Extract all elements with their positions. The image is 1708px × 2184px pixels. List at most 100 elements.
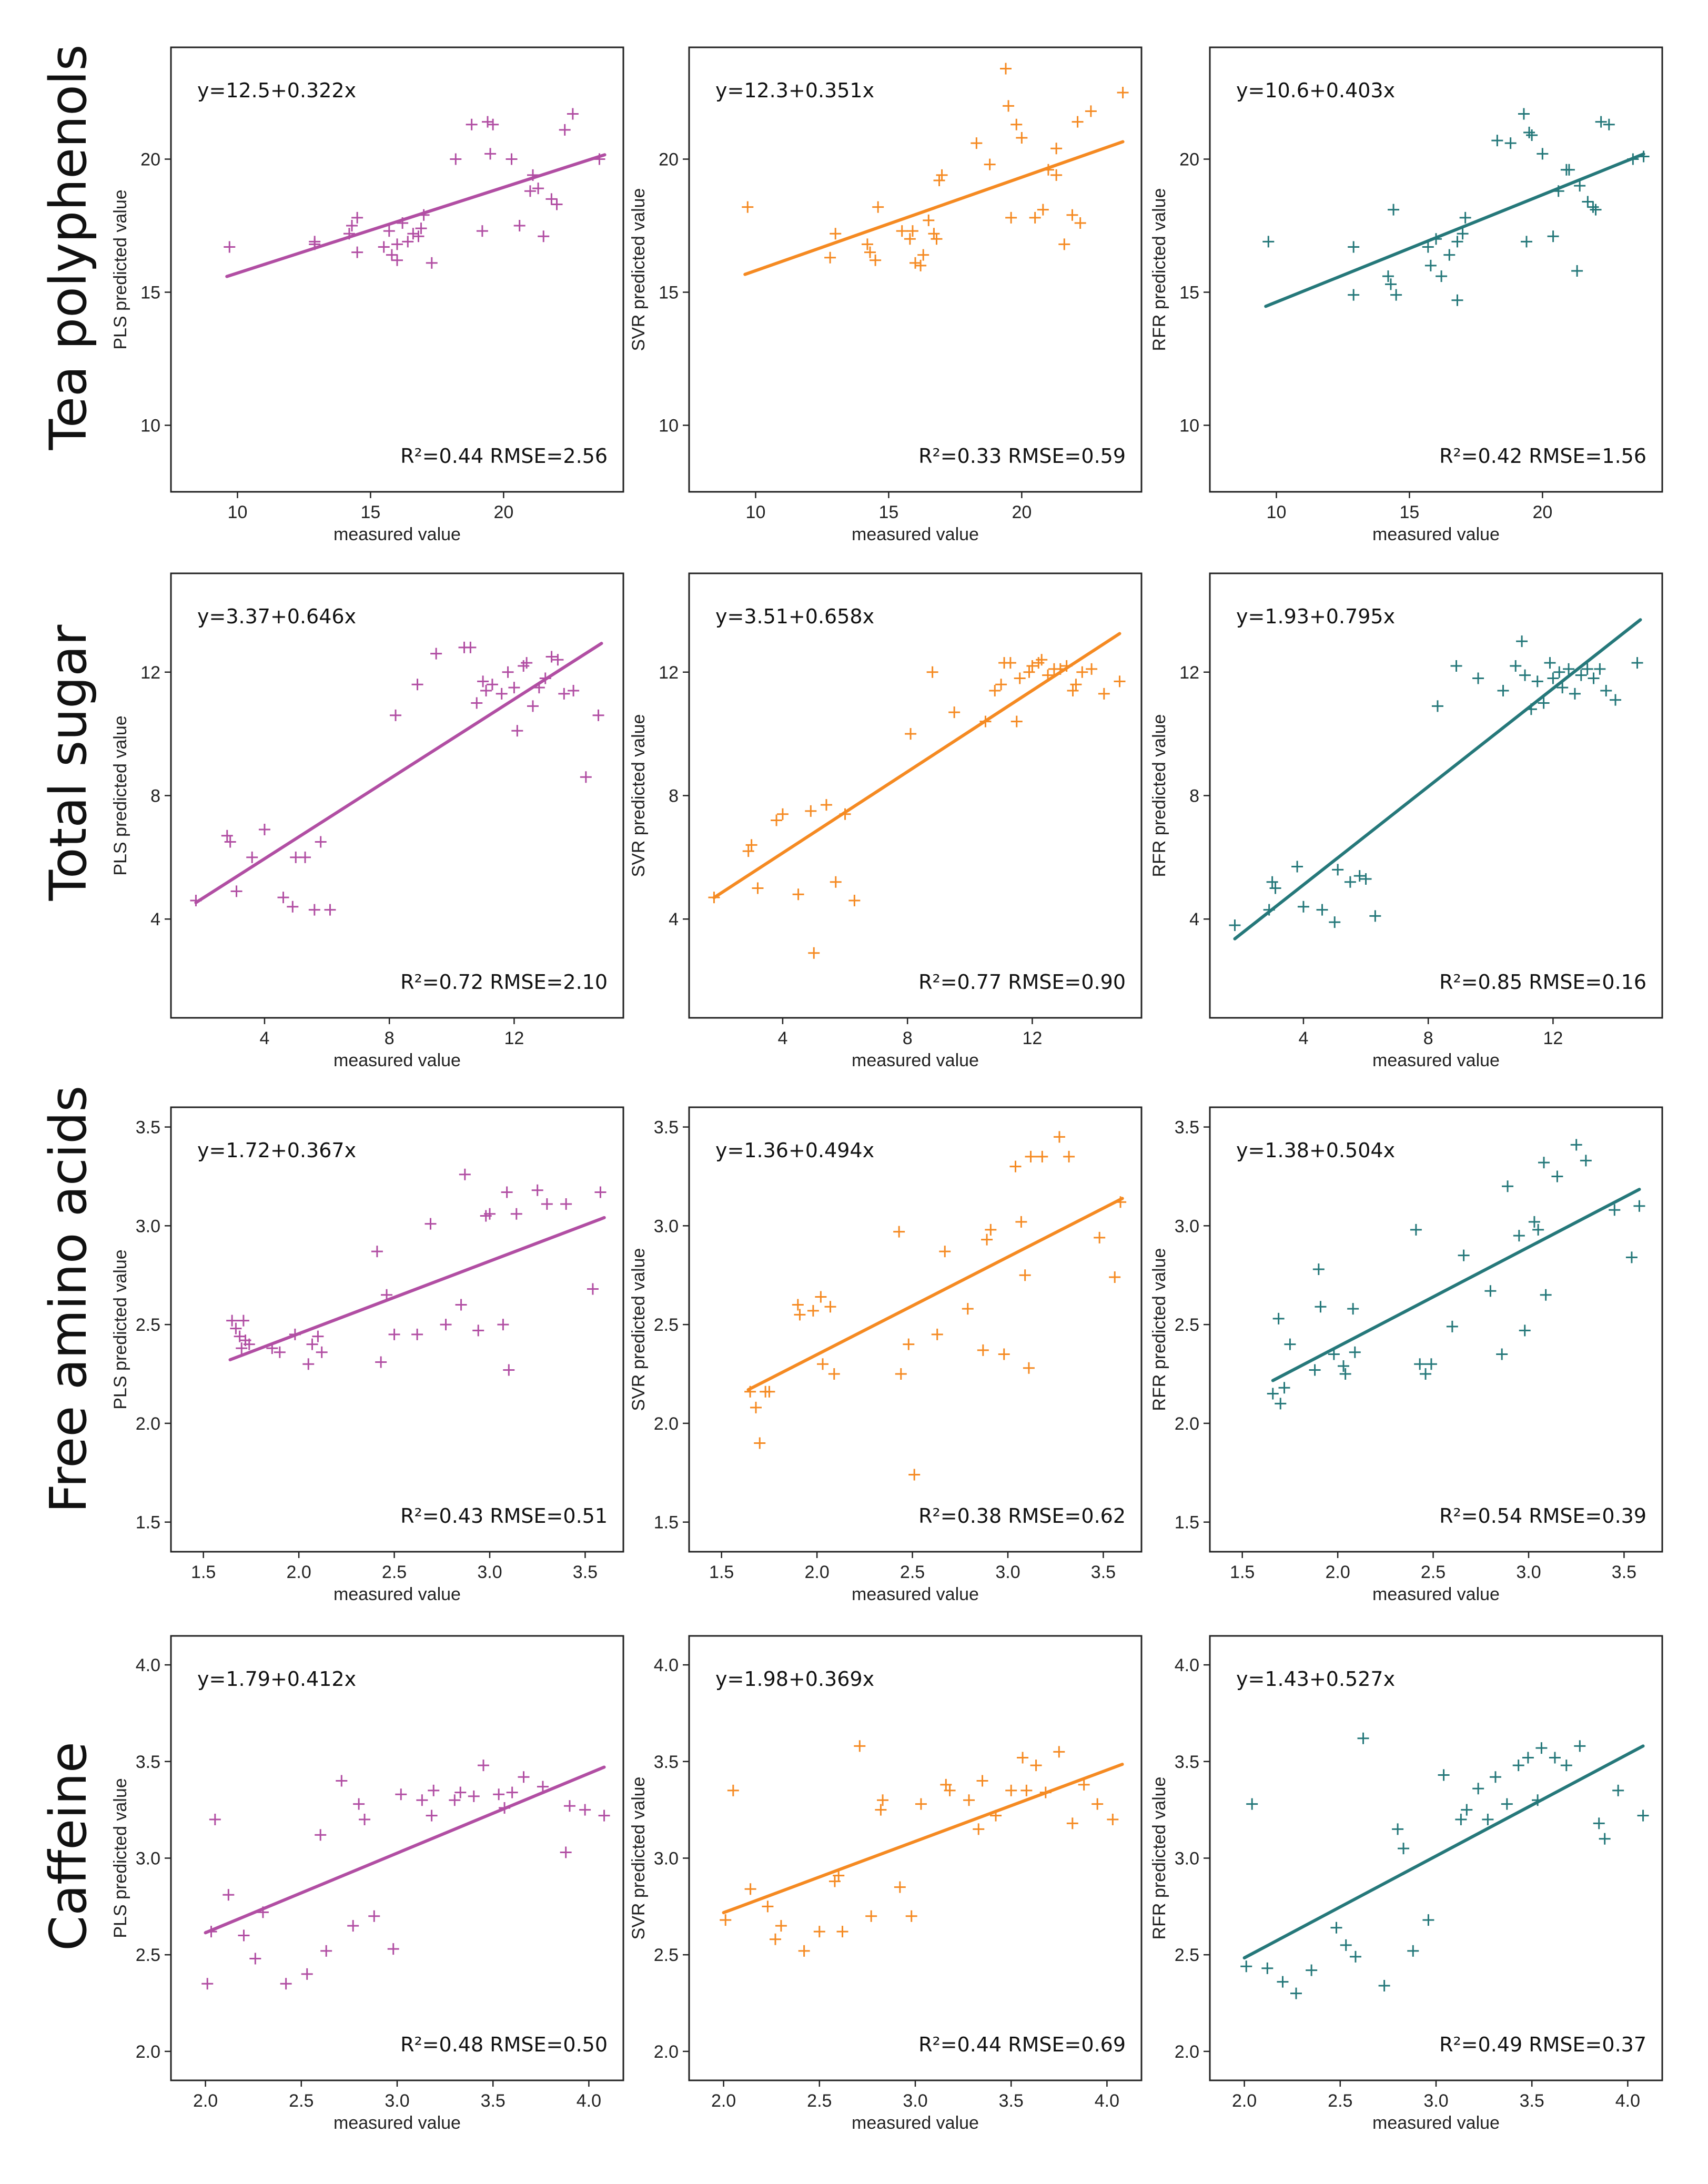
chart-total-sugar-rfr-point	[1316, 904, 1328, 916]
chart-caffeine-svr-xlabel: measured value	[852, 2113, 979, 2133]
chart-caffeine-svr-point	[976, 1775, 988, 1787]
chart-caffeine-pls-point	[238, 1929, 250, 1942]
chart-total-sugar-svr-point	[989, 684, 1001, 696]
chart-tea-polyphenols-rfr-point	[1504, 137, 1517, 149]
chart-total-sugar-svr-x-tick-label: 8	[903, 1028, 913, 1048]
chart-total-sugar-rfr-x-tick-label: 12	[1543, 1028, 1563, 1048]
chart-caffeine-svr-y-tick-label: 3.0	[654, 1849, 679, 1869]
chart-free-amino-acids-svr: 1.5 2.0 2.5 3.0 3.5 1.5 2.0 2.5 3.0 3.5 measured v…	[629, 1106, 1143, 1604]
chart-free-amino-acids-svr-point	[1094, 1231, 1106, 1243]
chart-free-amino-acids-pls-point	[459, 1168, 471, 1180]
chart-caffeine-pls-point	[563, 1800, 575, 1812]
chart-tea-polyphenols-svr-point	[904, 233, 916, 245]
chart-total-sugar-pls-point	[477, 675, 489, 687]
chart-free-amino-acids-svr-point	[977, 1344, 989, 1356]
chart-total-sugar-svr-point	[1004, 657, 1016, 669]
chart-free-amino-acids-rfr-point	[1502, 1180, 1514, 1192]
chart-free-amino-acids-pls-point	[501, 1186, 513, 1198]
chart-free-amino-acids-rfr-point	[1513, 1230, 1525, 1242]
chart-caffeine-rfr-point	[1612, 1784, 1624, 1796]
chart-total-sugar-rfr-point	[1344, 876, 1356, 888]
chart-total-sugar-svr-equation: y=3.51+0.658x	[715, 605, 874, 628]
chart-tea-polyphenols-svr-point	[870, 254, 882, 266]
chart-tea-polyphenols-svr-point	[824, 251, 836, 264]
chart-caffeine-svr-point	[1020, 1784, 1033, 1796]
chart-caffeine-svr-point	[894, 1881, 906, 1893]
chart-caffeine-rfr-point	[1599, 1833, 1611, 1845]
chart-free-amino-acids-rfr-point	[1425, 1358, 1437, 1370]
chart-free-amino-acids-svr-point	[792, 1299, 804, 1311]
chart-caffeine-svr-x-tick-label: 2.5	[807, 2091, 832, 2111]
chart-total-sugar-svr-point	[805, 805, 817, 817]
chart-free-amino-acids-rfr-point	[1309, 1364, 1321, 1376]
chart-tea-polyphenols-svr-point	[1010, 118, 1023, 130]
chart-free-amino-acids-pls-point	[243, 1338, 255, 1350]
chart-tea-polyphenols-pls-point	[402, 236, 414, 248]
chart-tea-polyphenols-pls-point	[450, 153, 462, 165]
chart-free-amino-acids-svr-point	[828, 1368, 840, 1380]
chart-caffeine-pls-point	[416, 1794, 428, 1806]
chart-tea-polyphenols-rfr-point	[1348, 241, 1360, 253]
chart-tea-polyphenols-rfr-point	[1443, 249, 1456, 261]
chart-caffeine-svr-point	[1005, 1784, 1017, 1796]
chart-total-sugar-rfr-point	[1531, 675, 1543, 687]
chart-free-amino-acids-svr-y-tick-label: 2.0	[654, 1414, 679, 1434]
chart-tea-polyphenols-pls-point	[309, 238, 321, 250]
chart-caffeine-svr-fit-line	[722, 1763, 1124, 1915]
chart-caffeine-pls-point	[518, 1771, 530, 1783]
chart-free-amino-acids-pls-point	[371, 1246, 383, 1258]
chart-caffeine-pls-frame	[170, 1635, 624, 2081]
chart-total-sugar-pls-x-tick-label: 8	[385, 1028, 395, 1048]
chart-tea-polyphenols-rfr-point	[1638, 150, 1650, 163]
chart-caffeine-svr-point	[877, 1794, 889, 1806]
chart-total-sugar-rfr-point	[1594, 663, 1606, 675]
chart-caffeine-rfr-point	[1574, 1740, 1586, 1752]
chart-caffeine-rfr-x-tick-label: 3.5	[1520, 2091, 1544, 2111]
chart-tea-polyphenols-pls-metrics: R²=0.44 RMSE=2.56	[400, 444, 608, 468]
chart-tea-polyphenols-svr-xlabel: measured value	[852, 524, 979, 544]
chart-total-sugar-svr-point	[979, 715, 992, 727]
chart-total-sugar-pls-point	[224, 836, 236, 848]
chart-total-sugar-svr-y-tick-label: 8	[669, 786, 679, 806]
chart-tea-polyphenols-rfr-point	[1382, 270, 1394, 282]
chart-free-amino-acids-pls-point	[440, 1319, 452, 1331]
chart-total-sugar-rfr-point	[1575, 669, 1587, 681]
chart-caffeine-svr-point	[1053, 1746, 1065, 1758]
chart-caffeine-svr-x-tick-label: 2.0	[711, 2091, 736, 2111]
chart-tea-polyphenols-pls-point	[426, 257, 438, 269]
chart-free-amino-acids-svr-point	[1015, 1216, 1027, 1228]
chart-total-sugar-svr-point	[1042, 669, 1054, 681]
chart-free-amino-acids-rfr-xlabel: measured value	[1372, 1584, 1500, 1604]
chart-free-amino-acids-svr-point	[903, 1338, 915, 1350]
chart-caffeine-pls-x-tick-label: 3.5	[481, 2091, 506, 2111]
chart-caffeine-pls-point	[426, 1809, 438, 1822]
chart-tea-polyphenols-svr-point	[1029, 211, 1041, 224]
chart-free-amino-acids-svr-ylabel: SVR predicted value	[629, 1248, 649, 1411]
chart-free-amino-acids-pls-point	[236, 1342, 248, 1354]
chart-tea-polyphenols-svr-point	[1066, 209, 1078, 221]
chart-caffeine-pls: 2.0 2.5 3.0 3.5 4.0 2.0 2.5 3.0 3.5 4.0 measured v…	[110, 1635, 624, 2133]
chart-caffeine-rfr-point	[1392, 1823, 1404, 1835]
chart-free-amino-acids-pls-point	[425, 1218, 437, 1230]
chart-total-sugar-pls-point	[568, 684, 580, 696]
chart-caffeine-rfr-point	[1246, 1798, 1258, 1810]
chart-free-amino-acids-pls-point	[237, 1315, 249, 1327]
chart-free-amino-acids-pls-y-tick-label: 1.5	[136, 1513, 160, 1533]
chart-caffeine-svr-y-tick-label: 2.5	[654, 1945, 679, 1965]
chart-free-amino-acids-rfr-point	[1347, 1303, 1359, 1315]
chart-free-amino-acids-pls-point	[503, 1364, 515, 1376]
chart-free-amino-acids-pls-point	[455, 1299, 467, 1311]
chart-total-sugar-rfr-point	[1329, 916, 1341, 928]
chart-tea-polyphenols-pls-point	[466, 118, 478, 130]
chart-tea-polyphenols-svr-x-tick-label: 10	[746, 502, 766, 522]
chart-tea-polyphenols-rfr-point	[1385, 278, 1397, 290]
chart-caffeine-pls-point	[353, 1798, 365, 1810]
chart-caffeine-pls-y-tick-label: 4.0	[136, 1655, 160, 1675]
chart-tea-polyphenols-svr-point	[896, 225, 908, 237]
chart-total-sugar-pls-point	[246, 851, 258, 863]
chart-free-amino-acids-svr-x-tick-label: 2.5	[900, 1562, 925, 1582]
chart-caffeine-svr-point	[865, 1910, 877, 1922]
chart-total-sugar-rfr-point	[1269, 882, 1281, 894]
chart-free-amino-acids-svr-point	[1115, 1196, 1127, 1208]
